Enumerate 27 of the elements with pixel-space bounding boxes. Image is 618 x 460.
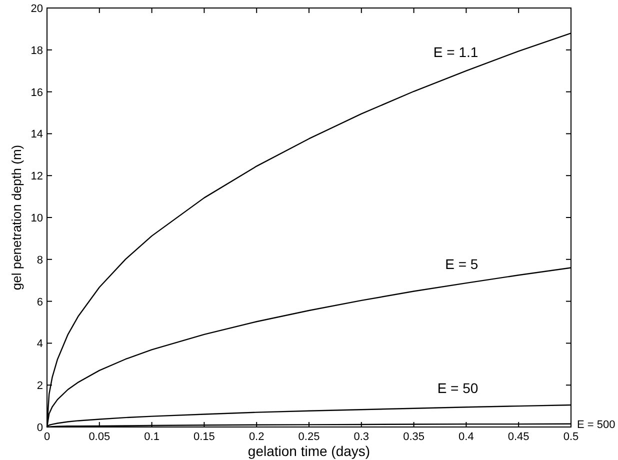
y-tick-label: 12: [30, 170, 43, 183]
y-axis-title: gel penetration depth (m): [9, 144, 24, 290]
x-tick-label: 0.15: [193, 431, 215, 443]
y-tick-label: 20: [30, 3, 43, 15]
y-tick-label: 6: [36, 296, 43, 308]
y-tick-label: 0: [36, 422, 43, 434]
y-tick-label: 16: [30, 86, 43, 99]
x-tick-label: 0.2: [248, 431, 264, 443]
x-tick-label: 0.5: [563, 431, 579, 443]
x-tick-label: 0.45: [508, 431, 530, 443]
x-tick-label: 0.1: [144, 431, 160, 443]
series-label: E = 1.1: [433, 44, 478, 60]
y-tick-label: 14: [30, 128, 43, 141]
series-label: E = 5: [445, 256, 478, 272]
x-tick-label: 0.3: [354, 431, 370, 443]
y-tick-label: 2: [36, 380, 43, 392]
y-tick-label: 10: [30, 212, 43, 224]
series-label: E = 50: [437, 380, 478, 396]
x-tick-label: 0.4: [458, 431, 474, 443]
y-tick-label: 4: [36, 338, 43, 350]
x-axis-title: gelation time (days): [248, 443, 370, 459]
y-tick-label: 8: [36, 254, 43, 266]
series-label: E = 500: [577, 418, 616, 431]
x-tick-label: 0.05: [88, 431, 110, 443]
x-tick-label: 0.35: [403, 431, 425, 443]
y-tick-label: 18: [30, 44, 43, 57]
x-tick-label: 0.25: [298, 431, 320, 443]
